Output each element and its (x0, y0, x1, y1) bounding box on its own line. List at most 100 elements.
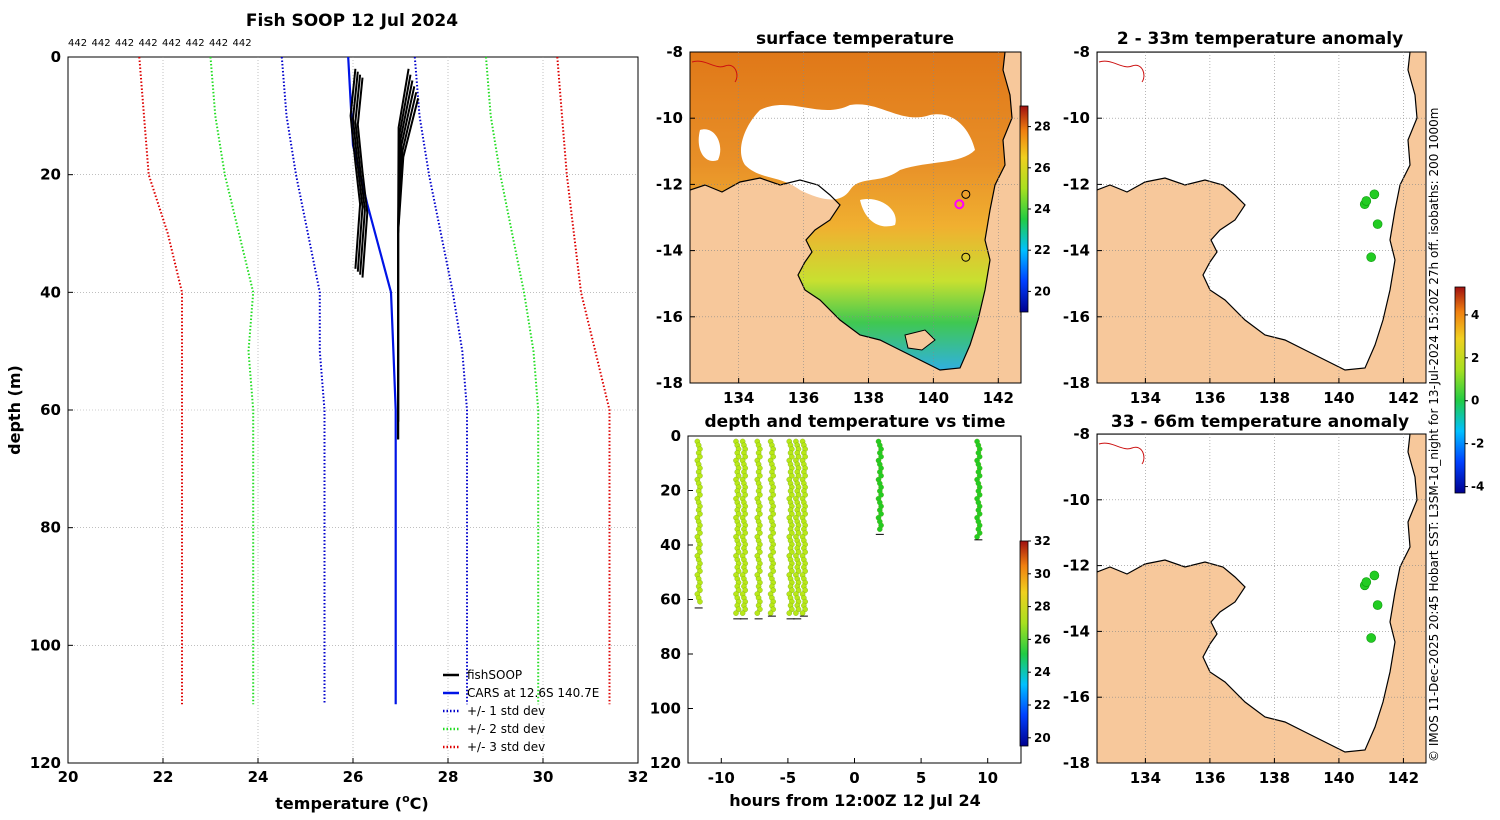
timeseries-point (757, 606, 763, 613)
timeseries-point (735, 549, 742, 555)
anomaly-colorbar-label: -2 (1471, 437, 1484, 451)
sst-ytick-label: -10 (656, 109, 683, 127)
timeseries-cast (799, 438, 808, 617)
profile-ytick-label: 100 (30, 636, 61, 654)
profile-ticks: 20 22 24 26 28 30 32 0 20 40 60 80 100 120 (30, 48, 649, 786)
timeseries-point (802, 473, 808, 479)
timeseries-ytick-label: 80 (660, 645, 681, 663)
profile-top-label: 442 (162, 38, 181, 49)
timeseries-ytick-label: 120 (650, 754, 681, 772)
timeseries-point (789, 492, 795, 498)
timeseries-point (742, 530, 748, 536)
profile-top-label: 442 (139, 38, 158, 49)
timeseries-point (976, 511, 983, 517)
timeseries-ytick-label: 0 (671, 427, 681, 445)
timeseries-point (795, 568, 802, 574)
anomaly2-ytick-label: -12 (1063, 557, 1090, 575)
sst-cloud-mask (698, 104, 975, 227)
anomaly1-ytick-label: -18 (1063, 374, 1090, 392)
timeseries-colorbar-label: 32 (1034, 534, 1051, 548)
timeseries-point (789, 606, 795, 613)
timeseries-cast (875, 438, 884, 535)
timeseries-point (793, 610, 799, 616)
anomaly1-ytick-label: -12 (1063, 175, 1090, 193)
sst-ticks: 134 136 138 140 142 -8 -10 -12 -14 -16 -18 (656, 43, 1021, 407)
anomaly1-axes (1096, 51, 1427, 384)
timeseries-point (770, 511, 776, 517)
timeseries-point (757, 549, 763, 555)
profile-ytick-label: 80 (40, 519, 61, 537)
sst-colorbar-label: 20 (1034, 284, 1051, 298)
anomaly1-xtick-label: 136 (1194, 389, 1225, 407)
timeseries-point (770, 587, 776, 593)
profile-xtick-label: 30 (533, 768, 554, 786)
timeseries-ytick-label: 60 (660, 591, 681, 609)
timeseries-point (878, 511, 884, 517)
profile-xtick-label: 24 (248, 768, 269, 786)
timeseries-ytick-label: 20 (660, 482, 681, 500)
timeseries-point (789, 530, 795, 536)
std-line-left-2 (280, 56, 326, 705)
timeseries-point (757, 530, 763, 536)
timeseries-point (878, 473, 884, 479)
sst-station-marker (961, 252, 971, 262)
legend-label: CARS at 12.6S 140.7E (467, 686, 599, 700)
timeseries-point (976, 453, 983, 460)
anomaly1-ytick-label: -8 (1073, 43, 1090, 61)
sst-colorbar-label: 22 (1034, 243, 1051, 257)
anomaly2-ytick-label: -10 (1063, 491, 1090, 509)
anomaly1-map (1097, 52, 1426, 383)
timeseries-point (742, 492, 748, 498)
sst-panel: surface temperature 134 136 138 140 142 -8 -10… (656, 29, 1051, 407)
timeseries-point (795, 549, 802, 555)
timeseries-point (802, 530, 808, 536)
timeseries-cast (793, 438, 802, 620)
timeseries-point (735, 568, 742, 574)
sst-ytick-label: -12 (656, 175, 683, 193)
std-line-left-3 (209, 56, 255, 705)
timeseries-point (767, 610, 774, 616)
anomaly1-title: 2 - 33m temperature anomaly (1117, 29, 1403, 49)
profile-series (138, 56, 611, 705)
anomaly2-xtick-label: 142 (1388, 769, 1419, 787)
profile-top-label: 442 (209, 38, 228, 49)
anomaly1-xtick-label: 140 (1323, 389, 1354, 407)
timeseries-point (976, 473, 983, 479)
anomaly1-ytick-label: -16 (1063, 308, 1090, 326)
legend-label: +/- 3 std dev (467, 740, 545, 754)
profile-xlabel: temperature (oC) (275, 792, 428, 813)
std-line-right-2 (413, 56, 468, 705)
timeseries-point (799, 610, 806, 616)
anomaly1-point (1372, 219, 1383, 229)
profile-xtick-label: 28 (438, 768, 459, 786)
timeseries-point (742, 568, 748, 574)
sst-ytick-label: -8 (666, 43, 683, 61)
timeseries-colorbar-label: 30 (1034, 567, 1051, 581)
timeseries-point (735, 587, 742, 593)
timeseries-xtick-label: 5 (916, 769, 926, 787)
timeseries-point (802, 492, 808, 498)
profile-top-label: 442 (186, 38, 205, 49)
profile-title: Fish SOOP 12 Jul 2024 (246, 11, 458, 31)
timeseries-point (757, 511, 763, 517)
timeseries-point (795, 587, 802, 593)
timeseries-point (795, 530, 802, 536)
timeseries-point (735, 530, 742, 536)
sst-red-isobath (691, 60, 738, 83)
profile-ytick-label: 20 (40, 166, 61, 184)
timeseries-point (757, 453, 763, 460)
timeseries-point (802, 453, 808, 460)
profile-top-label: 442 (92, 38, 111, 49)
timeseries-point (742, 587, 748, 593)
anomaly1-ytick-label: -14 (1063, 242, 1090, 260)
anomaly2-ytick-label: -8 (1073, 425, 1090, 443)
fishsoop-cast-b (397, 97, 420, 440)
profile-ytick-label: 60 (40, 401, 61, 419)
anomaly1-point (1361, 196, 1372, 206)
timeseries-point (789, 511, 795, 517)
sst-title: surface temperature (756, 29, 954, 49)
anomaly2-xtick-label: 134 (1130, 769, 1161, 787)
anomaly2-point (1361, 577, 1372, 587)
sst-coast-island (904, 329, 936, 351)
